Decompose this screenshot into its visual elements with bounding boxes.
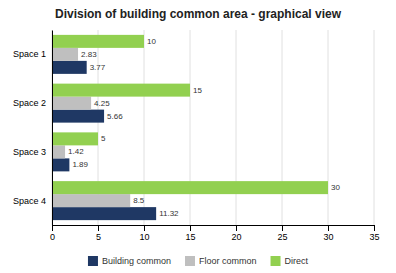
legend-label: Direct	[285, 256, 309, 266]
x-tick-mark	[236, 225, 237, 231]
data-label: 1.42	[68, 147, 84, 156]
bar	[52, 194, 130, 207]
data-label: 3.77	[90, 63, 106, 72]
x-tick-mark	[52, 225, 53, 231]
y-axis-line	[52, 31, 53, 226]
x-tick-label: 0	[50, 232, 55, 242]
x-tick-label: 35	[369, 232, 379, 242]
x-tick: 0	[50, 225, 55, 242]
x-tick: 15	[185, 225, 195, 242]
bar	[52, 97, 91, 110]
grid-line	[282, 30, 283, 225]
legend-item: Direct	[271, 256, 309, 266]
legend-swatch	[271, 256, 281, 266]
grid-line	[374, 30, 375, 225]
x-tick: 30	[323, 225, 333, 242]
legend: Building common Floor common Direct	[88, 256, 309, 266]
plot: 05101520253035Space 1Space 2Space 3Space…	[13, 30, 380, 242]
grid	[52, 30, 374, 225]
data-label: 5.66	[107, 112, 123, 121]
grid-line	[328, 30, 329, 225]
data-label: 10	[147, 37, 156, 46]
bars	[52, 35, 328, 220]
data-label: 2.83	[81, 50, 97, 59]
data-labels: 3.77 5.66 1.89 11.32 2.83 4.25 1.42 8.5 10 15 5 30	[68, 37, 340, 218]
x-axis: 0 5 10 15 20 25 30 35	[50, 225, 380, 242]
x-tick-label: 25	[277, 232, 287, 242]
x-tick-label: 5	[96, 232, 101, 242]
legend-item: Building common	[88, 256, 171, 266]
legend-swatch	[88, 256, 98, 266]
series-labels: 3.77 5.66 1.89 11.32	[72, 63, 179, 218]
x-tick-mark	[374, 225, 375, 231]
bar	[52, 48, 78, 61]
x-tick-mark	[328, 225, 329, 231]
x-tick: 20	[231, 225, 241, 242]
x-tick: 5	[96, 225, 101, 242]
grid-line	[190, 30, 191, 225]
series-labels: 2.83 4.25 1.42 8.5	[68, 50, 145, 205]
series	[52, 35, 328, 194]
data-label: 30	[331, 183, 340, 192]
data-label: 1.89	[72, 160, 88, 169]
x-tick-mark	[144, 225, 145, 231]
chart: Division of building common area - graph…	[0, 0, 396, 273]
legend-label: Building common	[102, 256, 171, 266]
y-axis: Space 1 Space 2 Space 3 Space 4	[13, 31, 53, 226]
bar	[52, 132, 98, 145]
series-labels: 10 15 5 30	[101, 37, 340, 192]
data-label: 4.25	[94, 99, 110, 108]
x-tick: 10	[139, 225, 149, 242]
grid-line	[236, 30, 237, 225]
bar	[52, 35, 144, 48]
y-tick: Space 4	[13, 196, 46, 206]
bar	[52, 181, 328, 194]
x-tick-mark	[282, 225, 283, 231]
y-tick: Space 3	[13, 147, 46, 157]
x-tick: 35	[369, 225, 379, 242]
data-label: 15	[193, 86, 202, 95]
bar	[52, 61, 87, 74]
legend-swatch	[185, 256, 195, 266]
data-label: 11.32	[159, 209, 179, 218]
bar	[52, 207, 156, 220]
bar	[52, 145, 65, 158]
y-tick-label: Space 3	[13, 147, 46, 157]
title: Division of building common area - graph…	[55, 7, 342, 21]
x-tick: 25	[277, 225, 287, 242]
bar	[52, 158, 69, 171]
y-tick-label: Space 4	[13, 196, 46, 206]
x-tick-label: 20	[231, 232, 241, 242]
y-tick-label: Space 1	[13, 49, 46, 59]
y-tick: Space 2	[13, 98, 46, 108]
y-tick-label: Space 2	[13, 98, 46, 108]
data-label: 8.5	[133, 196, 145, 205]
x-tick-label: 15	[185, 232, 195, 242]
x-tick-label: 10	[139, 232, 149, 242]
legend-label: Floor common	[199, 256, 257, 266]
y-tick: Space 1	[13, 49, 46, 59]
x-tick-label: 30	[323, 232, 333, 242]
data-label: 5	[101, 134, 106, 143]
bar	[52, 84, 190, 97]
x-tick-mark	[190, 225, 191, 231]
grid-line	[52, 30, 53, 225]
bar	[52, 110, 104, 123]
x-tick-mark	[98, 225, 99, 231]
x-axis-line	[53, 226, 375, 232]
legend-item: Floor common	[185, 256, 257, 266]
